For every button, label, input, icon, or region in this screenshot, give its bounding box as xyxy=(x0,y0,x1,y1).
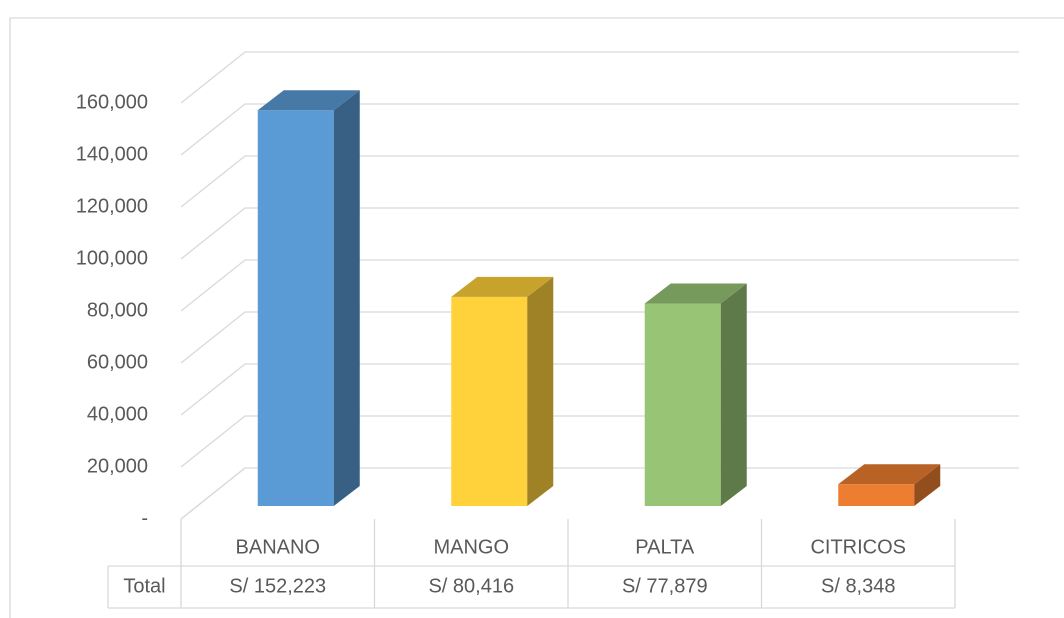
bar-top xyxy=(451,276,554,297)
bar-side xyxy=(720,283,747,506)
y-tick-label: 40,000 xyxy=(87,403,148,425)
bar-top xyxy=(838,464,941,485)
grid-line xyxy=(180,155,1019,208)
grid-line xyxy=(180,415,1019,468)
grid-line xyxy=(180,363,1019,416)
y-tick-label: 80,000 xyxy=(87,299,148,321)
chart-frame xyxy=(9,17,1064,618)
grid-line xyxy=(180,103,1019,156)
bar-side xyxy=(914,464,941,506)
bar-front xyxy=(257,110,334,506)
x-tick-label: CITRICOS xyxy=(810,536,906,558)
value-label: S/ 80,416 xyxy=(428,575,514,597)
y-tick-label: 100,000 xyxy=(76,247,148,269)
bar-front xyxy=(451,296,528,506)
value-label: S/ 152,223 xyxy=(229,575,326,597)
row-label: Total xyxy=(123,575,165,597)
y-tick-label: 60,000 xyxy=(87,351,148,373)
value-label: S/ 77,879 xyxy=(622,575,708,597)
y-tick-label: 120,000 xyxy=(76,195,148,217)
floor-edge xyxy=(180,467,246,520)
bar-top xyxy=(644,283,747,304)
y-tick-label: 20,000 xyxy=(87,455,148,477)
x-tick-label: MANGO xyxy=(433,536,509,558)
x-tick-label: BANANO xyxy=(236,536,320,558)
y-tick-label: 160,000 xyxy=(76,91,148,113)
y-tick-label: 140,000 xyxy=(76,143,148,165)
bar-side xyxy=(333,90,360,506)
grid-line xyxy=(180,259,1019,312)
grid-line xyxy=(180,311,1019,364)
y-tick-label: - xyxy=(141,507,148,529)
grid-line xyxy=(180,207,1019,260)
bar-front xyxy=(644,303,721,506)
grid-line xyxy=(180,51,1019,104)
bar-side xyxy=(527,276,554,506)
x-tick-label: PALTA xyxy=(635,536,695,558)
bar-front xyxy=(838,484,915,506)
value-label: S/ 8,348 xyxy=(821,575,896,597)
bar-top xyxy=(257,90,360,111)
